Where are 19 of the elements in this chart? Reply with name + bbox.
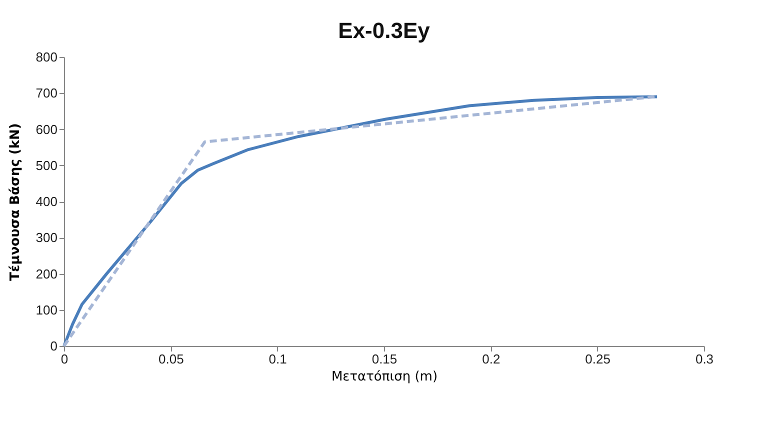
x-tick-label: 0 [60,352,68,366]
y-tick-label: 600 [36,122,58,137]
x-tick-label: 0.15 [372,352,398,366]
y-tick-label: 0 [50,338,58,354]
y-axis-title: Τέμνουσα Βάσης (kN) [8,123,23,281]
y-tick-label: 700 [36,86,58,101]
x-axis-title: Μετατόπιση (m) [331,370,438,384]
y-tick-label: 300 [36,230,58,246]
y-tick-label: 400 [36,194,58,209]
chart-title: Ex-0.3Ey [338,18,431,43]
x-tick-label: 0.2 [482,352,500,366]
x-tick-label: 0.25 [585,352,610,366]
y-tick-label: 500 [36,158,58,173]
x-tick-label: 0.3 [695,352,714,366]
x-tick-label: 0.1 [268,352,287,366]
y-tick-label: 100 [36,302,58,318]
y-tick-label: 800 [36,50,58,64]
x-tick-label: 0.05 [158,352,184,366]
y-tick-label: 200 [36,266,58,282]
